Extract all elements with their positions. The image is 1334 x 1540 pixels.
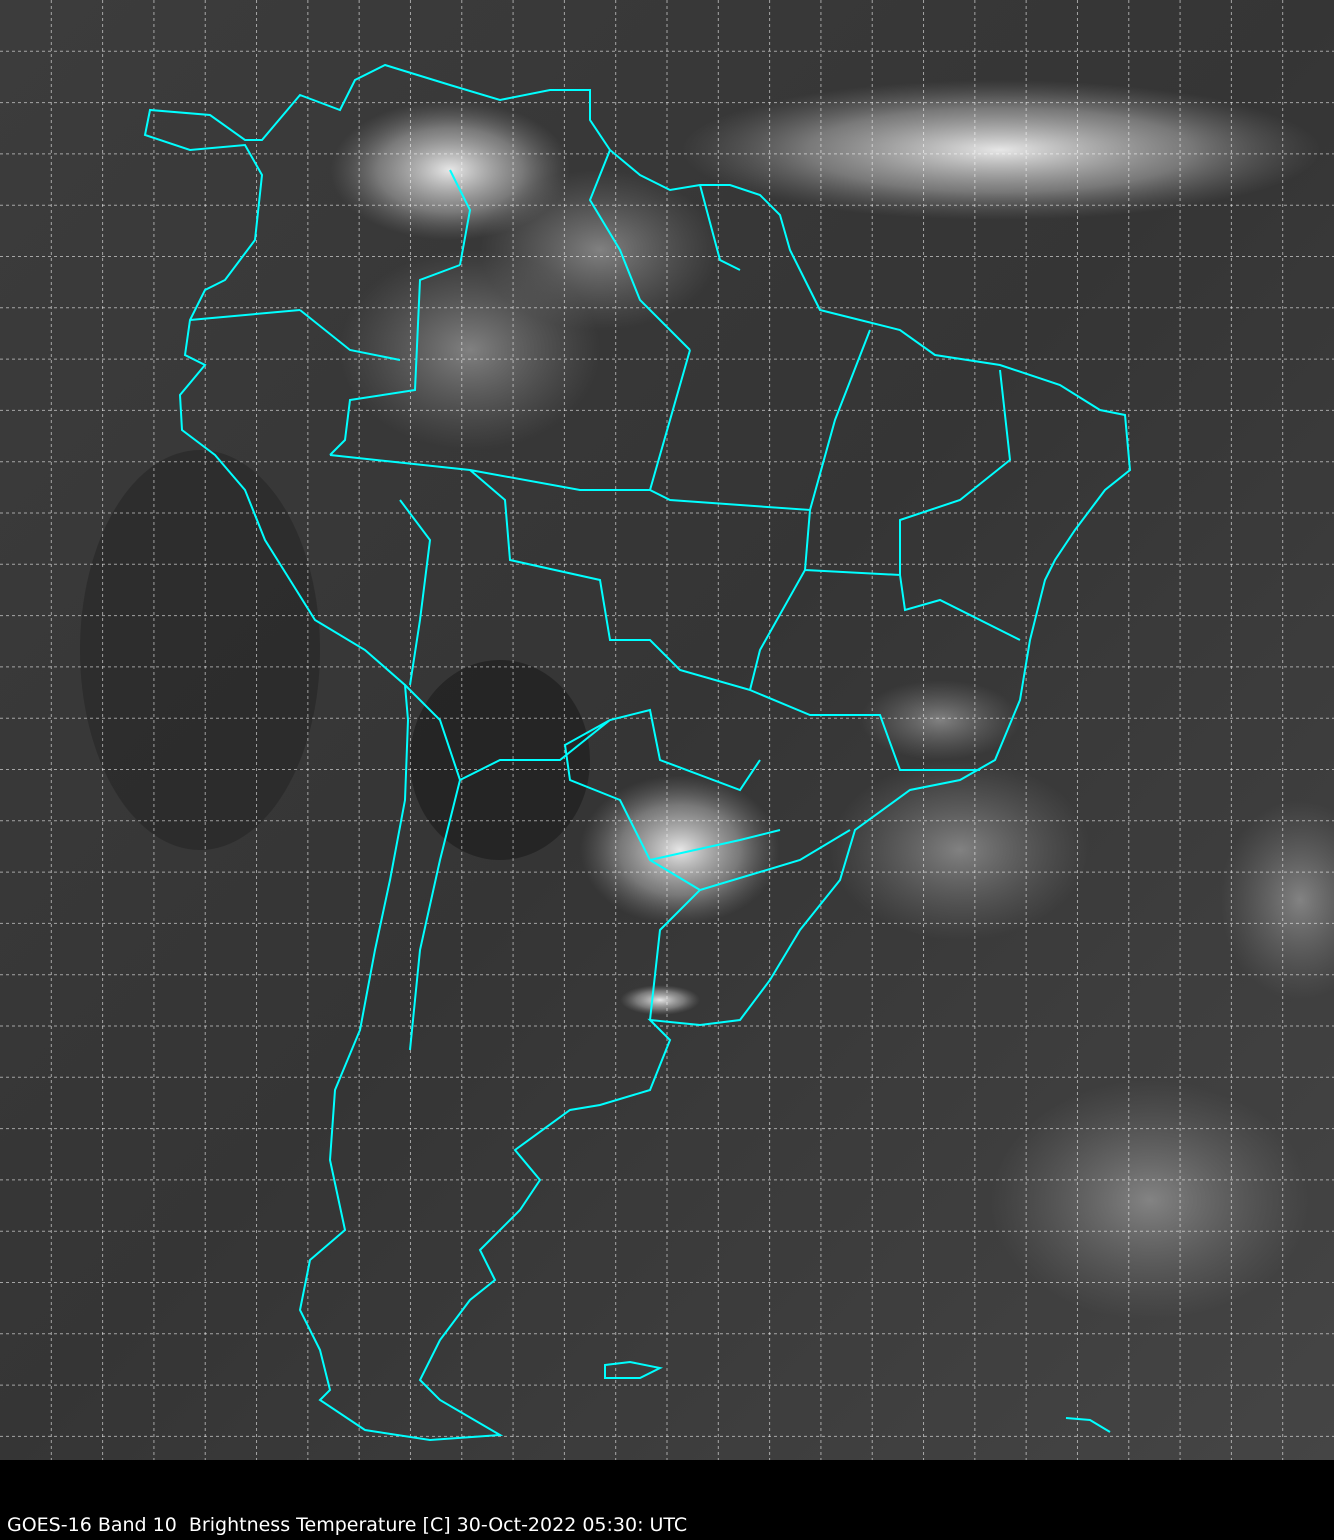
- lat-lon-grid: [0, 0, 1334, 1460]
- country-borders: [143, 63, 1132, 1442]
- image-caption: GOES-16 Band 10 Brightness Temperature […: [7, 1514, 688, 1536]
- satellite-image: [0, 0, 1334, 1460]
- cloud-layer: [80, 80, 1334, 1320]
- south-georgia: [1065, 1417, 1111, 1433]
- internal-borders: [189, 149, 1021, 1051]
- south-america-coastline: [143, 63, 1132, 1442]
- falkland-islands: [604, 1360, 664, 1379]
